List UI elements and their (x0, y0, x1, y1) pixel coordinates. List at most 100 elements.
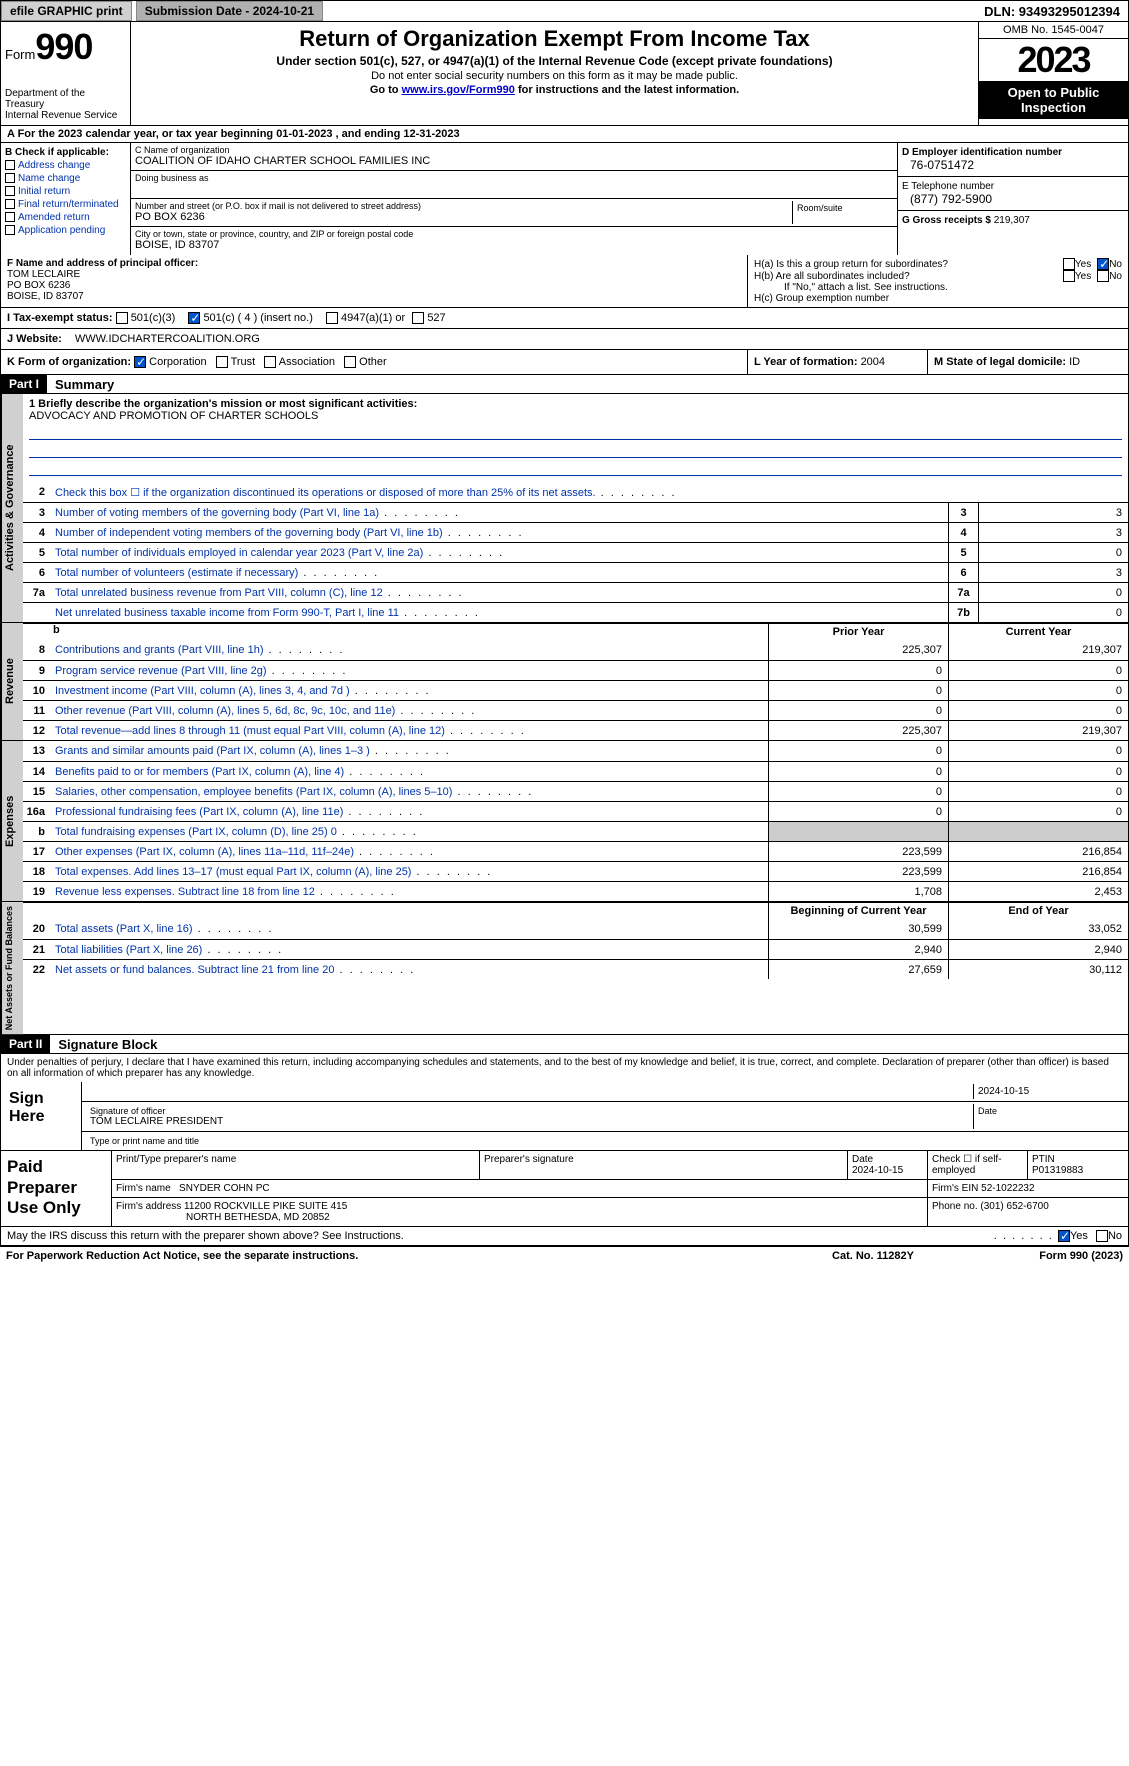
chk-application-pending[interactable]: Application pending (5, 225, 126, 236)
sig-date-label: Date (974, 1104, 1124, 1129)
gross-label: G Gross receipts $ (902, 215, 994, 226)
expenses-section: Expenses 13Grants and similar amounts pa… (0, 741, 1129, 902)
chk-name-change[interactable]: Name change (5, 173, 126, 184)
gov-line-0: 2Check this box ☐ if the organization di… (23, 482, 1128, 502)
phone-value: (877) 792-5900 (902, 192, 1124, 206)
exp-line-3: 16aProfessional fundraising fees (Part I… (23, 801, 1128, 821)
gov-line-4: 6Total number of volunteers (estimate if… (23, 562, 1128, 582)
gov-line-5: 7aTotal unrelated business revenue from … (23, 582, 1128, 602)
room-label: Room/suite (797, 203, 889, 213)
form-number: Form990 (5, 26, 126, 68)
row-i: I Tax-exempt status: 501(c)(3) 501(c) ( … (0, 308, 1129, 329)
gov-line-3: 5Total number of individuals employed in… (23, 542, 1128, 562)
row-f-h: F Name and address of principal officer:… (0, 255, 1129, 308)
row-klm: K Form of organization: Corporation Trus… (0, 350, 1129, 375)
col-b-checkboxes: B Check if applicable: Address change Na… (1, 143, 131, 255)
rev-line-0: 8Contributions and grants (Part VIII, li… (23, 640, 1128, 660)
part-i-header: Part I Summary (0, 375, 1129, 394)
form-990: 990 (35, 26, 92, 67)
hb-yes[interactable] (1063, 270, 1075, 282)
gov-line-1: 3Number of voting members of the governi… (23, 502, 1128, 522)
chk-amended[interactable]: Amended return (5, 212, 126, 223)
exp-line-4: bTotal fundraising expenses (Part IX, co… (23, 821, 1128, 841)
chk-final-return[interactable]: Final return/terminated (5, 199, 126, 210)
irs-link[interactable]: www.irs.gov/Form990 (402, 84, 515, 96)
sign-block: Sign Here 2024-10-15 Signature of office… (0, 1082, 1129, 1151)
mission-text: ADVOCACY AND PROMOTION OF CHARTER SCHOOL… (29, 410, 1122, 422)
firm-addr-label: Firm's address (116, 1201, 181, 1212)
discuss-no[interactable] (1096, 1230, 1108, 1242)
exp-line-1: 14Benefits paid to or for members (Part … (23, 761, 1128, 781)
discuss-row: May the IRS discuss this return with the… (0, 1227, 1129, 1246)
footer-left: For Paperwork Reduction Act Notice, see … (6, 1250, 773, 1262)
hc-label: H(c) Group exemption number (754, 293, 1122, 304)
sig-officer-label: Signature of officer (90, 1106, 969, 1116)
netassets-section: Net Assets or Fund Balances Beginning of… (0, 902, 1129, 1035)
chk-4947[interactable] (326, 312, 338, 324)
ha-no[interactable] (1097, 258, 1109, 270)
chk-527[interactable] (412, 312, 424, 324)
form-org-label: K Form of organization: (7, 356, 131, 368)
vtab-revenue: Revenue (1, 623, 23, 740)
form-prefix: Form (5, 47, 35, 62)
vtab-governance: Activities & Governance (1, 394, 23, 622)
year-formation: 2004 (861, 356, 885, 368)
vtab-netassets: Net Assets or Fund Balances (1, 902, 23, 1034)
prep-ptin-hdr: PTIN (1032, 1154, 1124, 1165)
rev-line-2: 10Investment income (Part VIII, column (… (23, 680, 1128, 700)
part-i-label: Part I (1, 375, 47, 393)
discuss-yes[interactable] (1058, 1230, 1070, 1242)
hb-no[interactable] (1097, 270, 1109, 282)
gov-line-2: 4Number of independent voting members of… (23, 522, 1128, 542)
firm-phone: (301) 652-6700 (980, 1201, 1048, 1212)
part-ii-header: Part II Signature Block (0, 1035, 1129, 1054)
prior-year-hdr: Prior Year (768, 624, 948, 640)
website-value: WWW.IDCHARTERCOALITION.ORG (75, 333, 260, 345)
street-label: Number and street (or P.O. box if mail i… (135, 201, 792, 211)
submission-date: Submission Date - 2024-10-21 (136, 1, 323, 21)
officer-city: BOISE, ID 83707 (7, 291, 741, 302)
org-name-label: C Name of organization (135, 145, 893, 155)
exp-line-2: 15Salaries, other compensation, employee… (23, 781, 1128, 801)
na-line-2: 22Net assets or fund balances. Subtract … (23, 959, 1128, 979)
chk-trust[interactable] (216, 356, 228, 368)
footer-mid: Cat. No. 11282Y (773, 1250, 973, 1262)
org-name: COALITION OF IDAHO CHARTER SCHOOL FAMILI… (135, 155, 893, 167)
tax-exempt-label: I Tax-exempt status: (7, 312, 113, 324)
exp-line-6: 18Total expenses. Add lines 13–17 (must … (23, 861, 1128, 881)
firm-addr1: 11200 ROCKVILLE PIKE SUITE 415 (184, 1201, 347, 1212)
na-header: Beginning of Current Year End of Year (23, 902, 1128, 919)
ha-yes[interactable] (1063, 258, 1075, 270)
efile-button[interactable]: efile GRAPHIC print (1, 1, 132, 21)
chk-address-change[interactable]: Address change (5, 160, 126, 171)
chk-501c3[interactable] (116, 312, 128, 324)
omb-number: OMB No. 1545-0047 (979, 22, 1128, 39)
firm-addr2: NORTH BETHESDA, MD 20852 (116, 1212, 330, 1223)
end-year-hdr: End of Year (948, 903, 1128, 919)
chk-assoc[interactable] (264, 356, 276, 368)
city-label: City or town, state or province, country… (135, 229, 893, 239)
goto-prefix: Go to (370, 84, 402, 96)
officer-label: F Name and address of principal officer: (7, 258, 741, 269)
domicile: ID (1069, 356, 1080, 368)
chk-corp[interactable] (134, 356, 146, 368)
col-d-ein: D Employer identification number 76-0751… (898, 143, 1128, 255)
year-formation-label: L Year of formation: (754, 356, 861, 368)
firm-ein-label: Firm's EIN (932, 1183, 978, 1194)
topbar: efile GRAPHIC print Submission Date - 20… (0, 0, 1129, 22)
firm-label: Firm's name (116, 1183, 171, 1194)
prep-sig-hdr: Preparer's signature (480, 1151, 848, 1179)
chk-other[interactable] (344, 356, 356, 368)
sign-date: 2024-10-15 (974, 1084, 1124, 1099)
form-title: Return of Organization Exempt From Incom… (139, 26, 970, 52)
chk-501c[interactable] (188, 312, 200, 324)
discuss-text: May the IRS discuss this return with the… (7, 1230, 994, 1242)
part-i-title: Summary (47, 377, 114, 392)
revenue-section: Revenue b Prior Year Current Year 8Contr… (0, 623, 1129, 741)
na-line-0: 20Total assets (Part X, line 16)30,59933… (23, 919, 1128, 939)
tax-year: 2023 (979, 39, 1128, 81)
hb-label: H(b) Are all subordinates included? (754, 271, 1063, 282)
sign-here-label: Sign Here (1, 1082, 81, 1150)
sig-officer-name: TOM LECLAIRE PRESIDENT (90, 1116, 969, 1127)
chk-initial-return[interactable]: Initial return (5, 186, 126, 197)
